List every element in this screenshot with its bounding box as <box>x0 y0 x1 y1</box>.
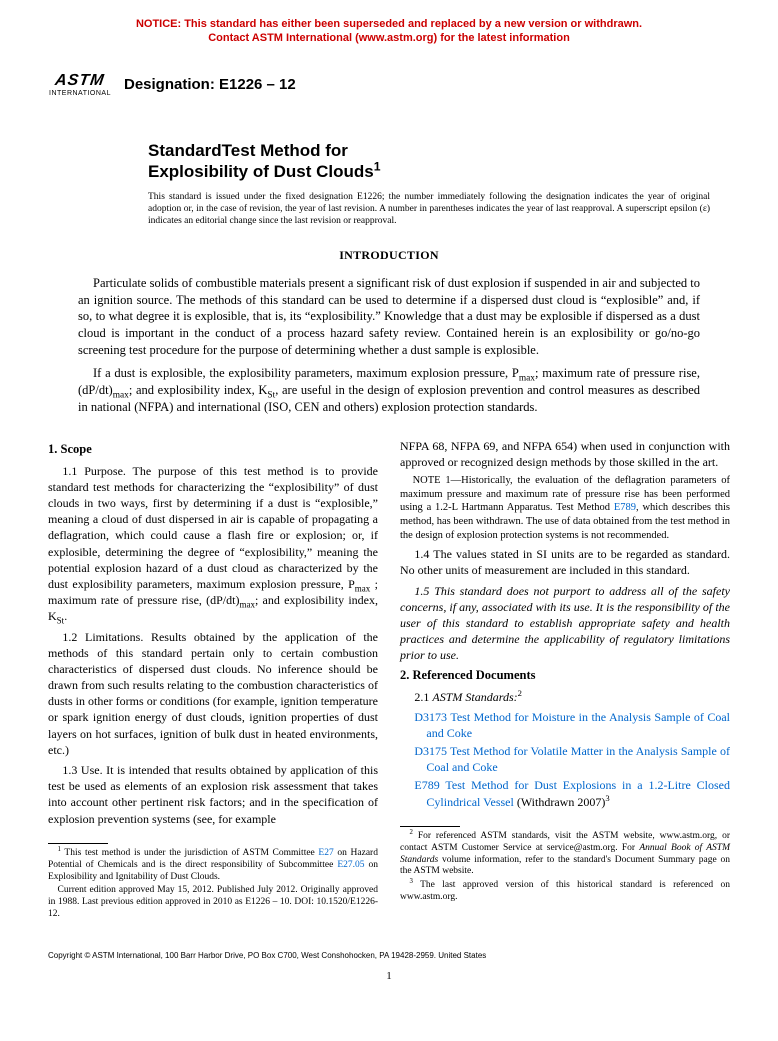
note-label: NOTE <box>413 475 441 486</box>
footnote-rule-left <box>48 843 108 844</box>
page-number: 1 <box>48 970 730 982</box>
ref-text-d3173[interactable]: Test Method for Moisture in the Analysis… <box>426 710 730 740</box>
logo-text-bottom: INTERNATIONAL <box>49 90 111 97</box>
two-column-body: 1. Scope 1.1 Purpose. The purpose of thi… <box>48 438 730 923</box>
notice-line2: Contact ASTM International (www.astm.org… <box>208 32 570 44</box>
notice-banner: NOTICE: This standard has either been su… <box>48 18 730 46</box>
refdocs-heading: 2. Referenced Documents <box>400 668 730 683</box>
intro-para-2: If a dust is explosible, the explosibili… <box>78 365 700 416</box>
scope-1-3: 1.3 Use. It is intended that results obt… <box>48 762 378 827</box>
scope-1-3-cont: NFPA 68, NFPA 69, and NFPA 654) when use… <box>400 438 730 470</box>
footnote-1: 1 This test method is under the jurisdic… <box>48 848 378 884</box>
ref-d3175: D3175 Test Method for Volatile Matter in… <box>400 743 730 775</box>
header-row: ASTM INTERNATIONAL Designation: E1226 – … <box>48 60 730 110</box>
standard-title: StandardTest Method for Explosibility of… <box>148 140 730 183</box>
title-line2: Explosibility of Dust Clouds <box>148 162 374 181</box>
scope-heading: 1. Scope <box>48 442 378 457</box>
ref-code-d3173[interactable]: D3173 <box>414 710 447 724</box>
astm-logo: ASTM INTERNATIONAL <box>48 60 112 110</box>
ref-code-d3175[interactable]: D3175 <box>414 744 447 758</box>
page: NOTICE: This standard has either been su… <box>0 0 778 1006</box>
footnote-3: 3 The last approved version of this hist… <box>400 880 730 904</box>
copyright: Copyright © ASTM International, 100 Barr… <box>48 951 730 960</box>
introduction-heading: INTRODUCTION <box>48 248 730 263</box>
right-column: NFPA 68, NFPA 69, and NFPA 654) when use… <box>400 438 730 923</box>
link-e27-05[interactable]: E27.05 <box>337 860 364 870</box>
scope-1-2: 1.2 Limitations. Results obtained by the… <box>48 629 378 759</box>
note-1: NOTE 1—Historically, the evaluation of t… <box>400 474 730 542</box>
ref-text-d3175[interactable]: Test Method for Volatile Matter in the A… <box>426 744 730 774</box>
scope-1-4: 1.4 The values stated in SI units are to… <box>400 546 730 578</box>
footnote-2: 2 For referenced ASTM standards, visit t… <box>400 831 730 879</box>
footnote-rule-right <box>400 826 460 827</box>
title-superscript: 1 <box>374 159 381 173</box>
left-column: 1. Scope 1.1 Purpose. The purpose of thi… <box>48 438 378 923</box>
scope-1-1: 1.1 Purpose. The purpose of this test me… <box>48 463 378 625</box>
designation: Designation: E1226 – 12 <box>124 76 296 93</box>
title-block: StandardTest Method for Explosibility of… <box>148 140 730 183</box>
link-e27[interactable]: E27 <box>318 848 333 858</box>
notice-line1: NOTICE: This standard has either been su… <box>136 18 642 30</box>
title-line1: StandardTest Method for <box>148 141 348 160</box>
refdocs-2-1: 2.1 ASTM Standards:2 <box>400 689 730 705</box>
footnote-1b: Current edition approved May 15, 2012. P… <box>48 885 378 921</box>
issuance-note: This standard is issued under the fixed … <box>148 192 710 228</box>
intro-para-1: Particulate solids of combustible materi… <box>78 275 700 359</box>
scope-1-5: 1.5 This standard does not purport to ad… <box>400 583 730 664</box>
logo-text-top: ASTM <box>54 72 106 90</box>
ref-code-e789[interactable]: E789 <box>414 778 439 792</box>
ref-d3173: D3173 Test Method for Moisture in the An… <box>400 709 730 741</box>
ref-e789: E789 Test Method for Dust Explosions in … <box>400 777 730 809</box>
link-e789[interactable]: E789 <box>614 502 636 513</box>
